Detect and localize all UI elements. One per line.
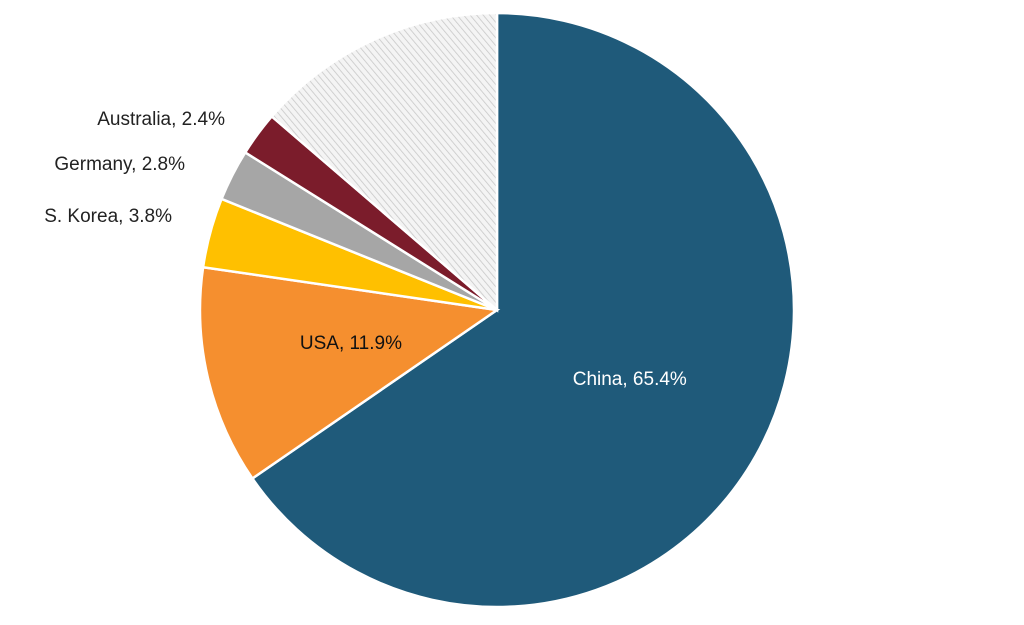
slice-label: China, 65.4% xyxy=(573,369,687,390)
pie-slice xyxy=(250,11,796,609)
pie-slice xyxy=(198,265,501,481)
slice-label: USA, 11.9% xyxy=(300,333,402,354)
slice-label: S. Korea, 3.8% xyxy=(44,206,172,227)
pie-slice xyxy=(270,11,499,313)
slice-label: Australia, 2.4% xyxy=(97,109,225,130)
slice-label: Germany, 2.8% xyxy=(54,154,185,175)
